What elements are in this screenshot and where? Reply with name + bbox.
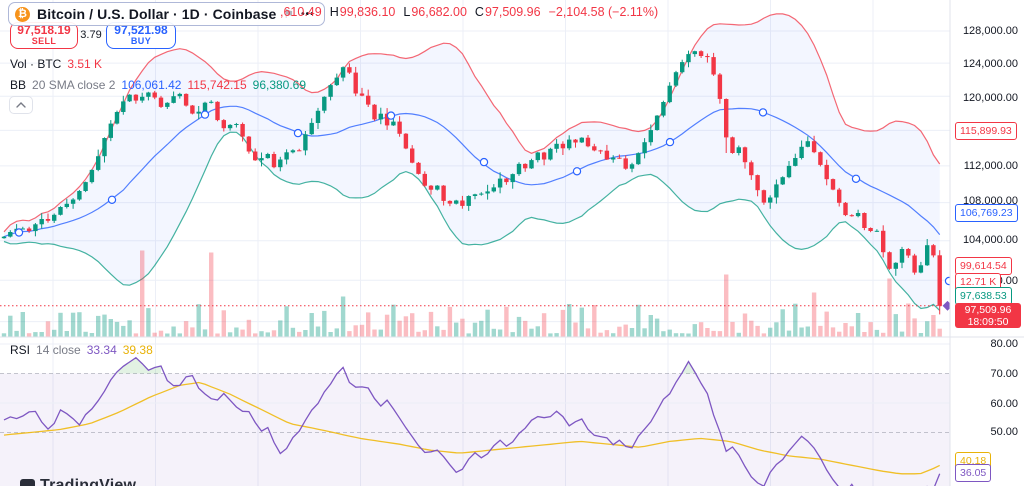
buy-label: BUY (130, 36, 152, 47)
chevron-up-icon (16, 102, 26, 108)
sell-label: SELL (31, 36, 57, 47)
bb-legend-title: BB (10, 78, 27, 92)
price-scale[interactable]: 128,000.00 124,000.00 120,000.00 112,000.00… (950, 0, 1024, 486)
bb-lower-value: 96,380.69 (252, 78, 307, 92)
rsi-axis-label: 70.00 (990, 368, 1018, 380)
low-group: L96,682.00 (403, 5, 467, 19)
sell-button[interactable]: 97,518.19 SELL (10, 22, 78, 49)
more-options-button[interactable]: ••• (301, 8, 315, 20)
high-label: H (329, 5, 339, 19)
rsi-ma-value: 39.38 (122, 343, 153, 357)
buy-price: 97,521.98 (114, 23, 168, 38)
change-value: −2,104.58 (−2.11%) (548, 5, 659, 19)
price-axis-label: 120,000.00 (962, 92, 1018, 104)
close-label: C (474, 5, 484, 19)
tradingview-watermark[interactable]: TradingView (20, 477, 136, 486)
bb-legend[interactable]: BB 20 SMA close 2 106,061.42 115,742.15 … (10, 78, 306, 92)
rsi-legend-params: 14 close (36, 343, 81, 357)
rsi-axis-label: 50.00 (990, 426, 1018, 438)
price-line-badge: 115,899.93 (955, 122, 1017, 140)
current-price-value: 97,509.96 (964, 304, 1012, 316)
volume-legend[interactable]: Vol · BTC 3.51 K (10, 57, 102, 71)
buy-button[interactable]: 97,521.98 BUY (106, 22, 176, 49)
high-group: H99,836.10 (330, 5, 396, 19)
bb-basis-value: 106,061.42 (121, 78, 182, 92)
low-value: 96,682.00 (411, 5, 467, 19)
price-axis-label: 128,000.00 (962, 25, 1018, 37)
tradingview-logo-icon (20, 478, 35, 486)
rsi-axis-label: 80.00 (990, 338, 1018, 350)
symbol-button[interactable]: ₿ Bitcoin / U.S. Dollar · 1D · Coinbase … (8, 2, 325, 26)
tradingview-logo-text: TradingView (40, 477, 137, 486)
rsi-legend-title: RSI (10, 343, 31, 357)
rsi-value: 33.34 (86, 343, 117, 357)
price-axis-label: 104,000.00 (962, 234, 1018, 246)
close-group: C97,509.96 (475, 5, 541, 19)
bitcoin-icon: ₿ (15, 6, 30, 22)
price-line-badge: 12.71 K (955, 273, 1002, 291)
volume-legend-title: Vol · BTC (10, 57, 62, 71)
symbol-title: Bitcoin / U.S. Dollar · 1D · Coinbase (37, 6, 277, 22)
close-value: 97,509.96 (484, 5, 541, 19)
rsi-axis-label: 60.00 (990, 398, 1018, 410)
current-price-badge: 97,509.96 18:09:50 (955, 303, 1021, 328)
rsi-line-badge: 36.05 (955, 464, 992, 482)
sell-price: 97,518.19 (17, 23, 71, 38)
bb-legend-params: 20 SMA close 2 (32, 78, 116, 92)
low-label: L (403, 5, 411, 19)
open-value-partial: ,610.49 (280, 5, 322, 19)
rsi-legend[interactable]: RSI 14 close 33.34 39.38 (10, 343, 153, 357)
price-line-badge: 106,769.23 (955, 204, 1018, 222)
flag-icon[interactable]: ⚑ (283, 7, 295, 21)
price-axis-label: 112,000.00 (963, 160, 1018, 172)
volume-legend-value: 3.51 K (67, 57, 103, 71)
spread-value: 3.79 (80, 29, 102, 41)
ohlc-readout: ,610.49 H99,836.10 L96,682.00 C97,509.96… (280, 5, 658, 19)
bb-upper-value: 115,742.15 (187, 78, 247, 92)
bar-countdown: 18:09:50 (967, 316, 1009, 328)
price-axis-label: 124,000.00 (962, 58, 1018, 70)
high-value: 99,836.10 (339, 5, 396, 19)
collapse-pane-button[interactable] (9, 96, 33, 114)
